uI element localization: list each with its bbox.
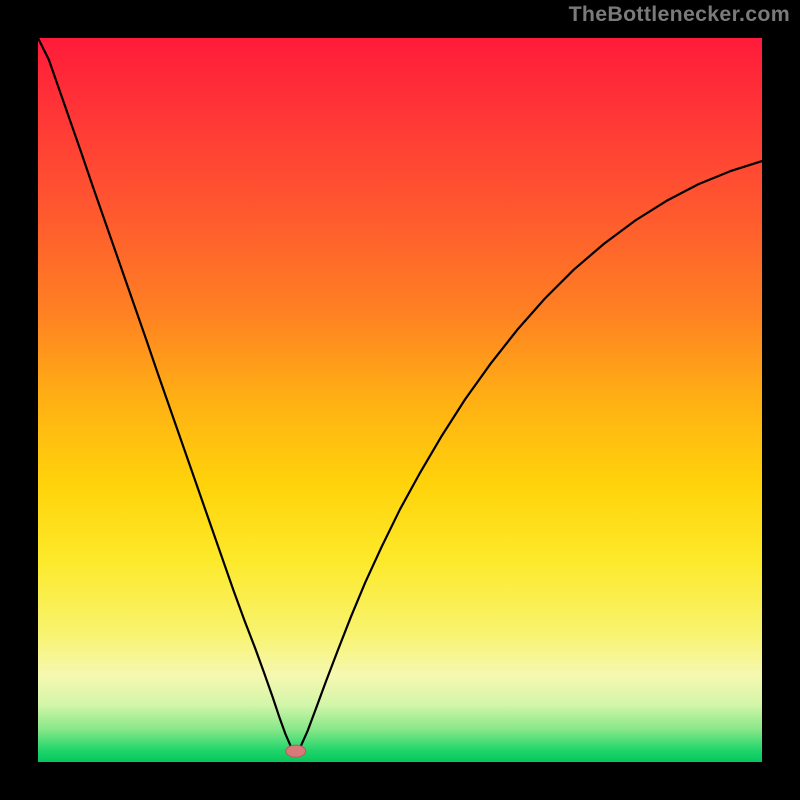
watermark-text: TheBottlenecker.com xyxy=(569,2,790,27)
chart-container: TheBottlenecker.com xyxy=(0,0,800,800)
bottleneck-curve-chart xyxy=(0,0,800,800)
curve-minimum-marker xyxy=(286,745,306,757)
chart-background-gradient xyxy=(38,38,762,762)
